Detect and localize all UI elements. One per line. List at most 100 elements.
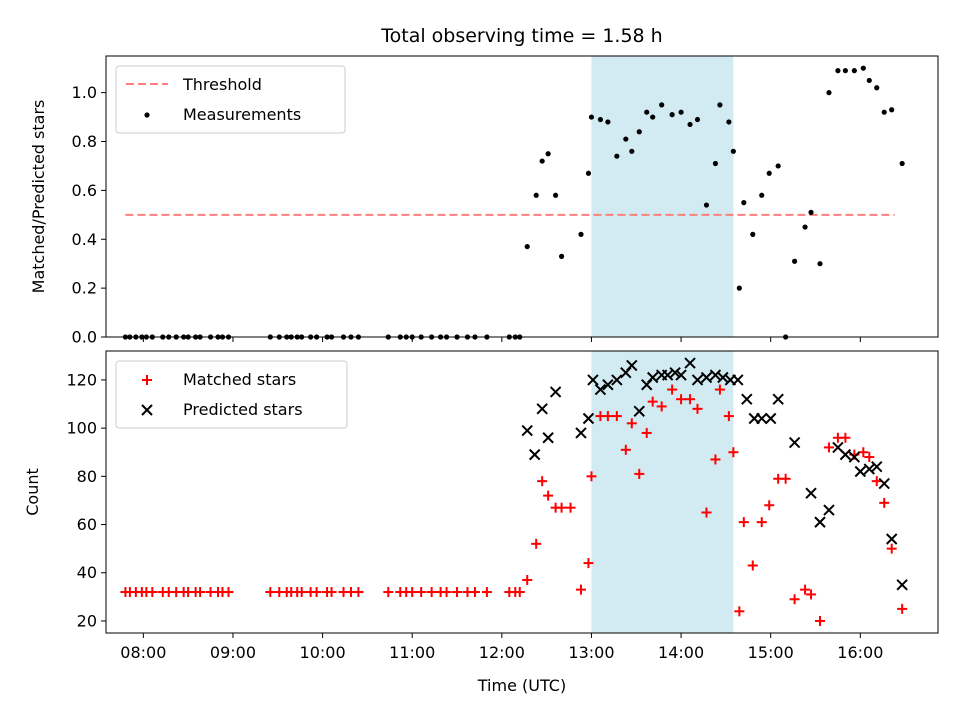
matched-point [806, 589, 817, 600]
predicted-point-b [863, 463, 875, 475]
top-y-axis-label: Matched/Predicted stars [29, 100, 48, 294]
predicted-point-b [772, 393, 784, 405]
matched-point [710, 454, 721, 465]
measurement-point [644, 109, 650, 115]
matched-point [858, 447, 869, 458]
bottom-xtick-label: 14:00 [658, 643, 704, 662]
predicted-point [878, 477, 890, 490]
predicted-point [602, 379, 614, 391]
top-axes-frame [105, 55, 939, 338]
predicted-point [863, 463, 875, 475]
measurement-point [659, 102, 665, 108]
predicted-point-b [764, 412, 777, 425]
matched-point [383, 587, 394, 598]
predicted-point-b [823, 504, 835, 516]
matched-point [265, 587, 276, 598]
bottom-xtick-label: 15:00 [748, 643, 794, 662]
predicted-point-b [854, 465, 867, 478]
measurement-point [881, 109, 887, 115]
matched-point [543, 490, 554, 501]
matched-point [469, 587, 480, 598]
bottom-xtick-label: 13:00 [568, 643, 614, 662]
bottom-data-marks [120, 357, 908, 626]
matched-point [195, 587, 206, 598]
measurement-point [629, 148, 635, 154]
predicted-point-b [896, 579, 908, 591]
bottom-xtick-label: 08:00 [120, 643, 166, 662]
measurement-point [614, 153, 620, 159]
matched-point [701, 507, 712, 518]
matched-point [452, 587, 463, 598]
top-ytick-label: 0.0 [72, 328, 97, 347]
matched-point [897, 603, 908, 614]
measurement-point [826, 90, 832, 96]
predicted-point [521, 424, 533, 437]
measurement-point [588, 114, 595, 120]
predicted-point-b [684, 357, 696, 369]
matched-point [780, 473, 791, 484]
predicted-point-b [633, 405, 645, 417]
predicted-point-b [549, 386, 562, 398]
bottom-panel: 20 40 60 80 100 120 08:00 09:00 10:00 11:00 12:00… [23, 350, 939, 695]
legend-matched-swatch [142, 375, 152, 385]
matched-point [296, 587, 307, 598]
predicted-point [661, 369, 674, 381]
measurement-point [750, 231, 756, 237]
predicted-point-b [536, 403, 548, 415]
measurement-point [741, 200, 747, 206]
predicted-point [549, 386, 562, 398]
predicted-point-b [848, 451, 861, 463]
matched-point [871, 476, 882, 487]
predicted-point-b [582, 412, 595, 425]
predicted-point [896, 579, 908, 591]
predicted-point [823, 504, 835, 516]
bottom-xtick-label: 09:00 [210, 643, 256, 662]
measurement-point [623, 136, 629, 142]
predicted-point [626, 359, 638, 372]
predicted-point-b [709, 369, 722, 381]
matched-point [879, 497, 890, 508]
matched-point [814, 615, 825, 626]
matched-point [685, 394, 696, 405]
matched-point [800, 584, 811, 595]
predicted-point [669, 366, 681, 379]
predicted-point-b [878, 477, 890, 490]
predicted-point [741, 393, 753, 405]
matched-point [823, 442, 834, 453]
matched-point [537, 476, 548, 487]
matched-point [647, 396, 658, 407]
matched-point [441, 587, 452, 598]
matched-point [864, 452, 875, 463]
measurement-point [726, 119, 732, 125]
bottom-ytick-label: 120 [66, 370, 97, 389]
predicted-point-b [626, 359, 638, 372]
predicted-point [575, 427, 587, 439]
matched-point [586, 471, 597, 482]
top-ytick-label: 0.8 [72, 132, 97, 151]
top-panel: 0.0 0.2 0.4 0.6 0.8 1.0 Total observing time … [29, 25, 939, 347]
matched-point [667, 384, 678, 395]
matched-point [353, 587, 364, 598]
predicted-point [756, 412, 768, 425]
matched-point [481, 587, 492, 598]
measurement-point [866, 77, 872, 84]
matched-point [326, 587, 337, 598]
measurement-point [585, 170, 592, 176]
top-legend: Threshold Measurements [115, 65, 346, 134]
matched-point [634, 468, 645, 479]
top-chart-title: Total observing time = 1.58 h [380, 25, 662, 47]
bottom-ytick-label: 100 [66, 419, 97, 438]
measurement-point [558, 253, 565, 259]
measurement-point [650, 114, 656, 120]
measurement-point [808, 209, 814, 215]
predicted-point-b [732, 374, 744, 386]
predicted-point-b [575, 427, 587, 439]
predicted-point [633, 405, 645, 417]
predicted-point [709, 369, 722, 381]
predicted-point-b [646, 371, 659, 384]
predicted-point-b [871, 460, 883, 473]
legend-measurements-swatch [144, 112, 150, 118]
predicted-point [788, 436, 801, 449]
matched-point [565, 502, 576, 513]
measurement-point [712, 160, 719, 167]
